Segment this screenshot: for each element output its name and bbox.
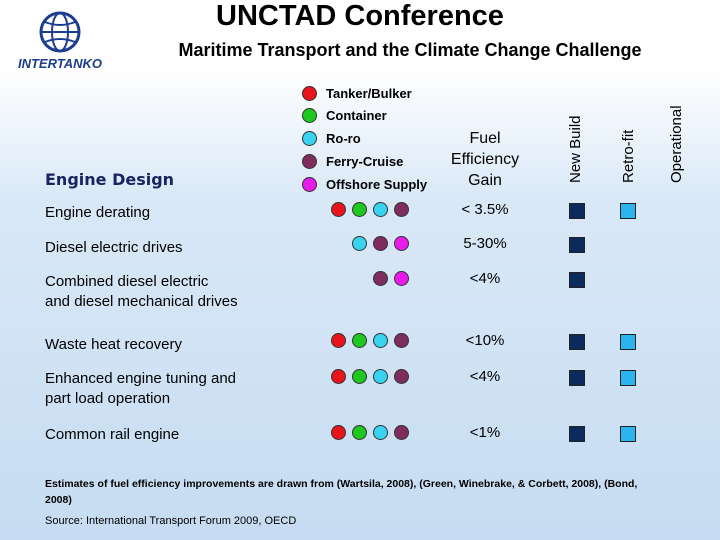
retro-fit-marker <box>620 370 636 386</box>
fuel-gain-value: <10% <box>465 332 505 349</box>
ship-type-dot-icon <box>352 236 367 251</box>
new-build-marker <box>569 426 585 442</box>
page-title: UNCTAD Conference <box>216 0 504 32</box>
legend-dot-icon <box>302 130 317 146</box>
page-subtitle: Maritime Transport and the Climate Chang… <box>178 40 642 60</box>
fuel-gain-value: <4% <box>469 368 501 385</box>
gain-header-line-3: Gain <box>468 172 502 189</box>
row-label-line: Enhanced engine tuning and <box>45 370 237 387</box>
row-label: Common rail engine <box>45 425 179 445</box>
new-build-marker <box>569 334 585 350</box>
legend-label: Container <box>326 107 387 123</box>
ship-type-dots <box>331 425 415 441</box>
ship-type-dot-icon <box>394 425 409 440</box>
legend-label: Ferry-Cruise <box>326 153 404 169</box>
legend-item: Container <box>302 106 387 124</box>
row-label: Enhanced engine tuning and part load oper… <box>45 369 236 409</box>
section-title: Engine Design <box>45 170 175 189</box>
legend-item: Ro-ro <box>302 129 361 147</box>
fuel-efficiency-gain-header: Fuel Efficiency Gain <box>420 128 550 191</box>
new-build-marker <box>569 272 585 288</box>
column-header-new-build: New Build <box>567 115 584 183</box>
legend-label: Ro-ro <box>326 130 361 146</box>
ship-type-dot-icon <box>394 333 409 348</box>
ship-type-dot-icon <box>352 369 367 384</box>
column-header-retro-fit: Retro-fit <box>620 129 637 183</box>
legend-dot-icon <box>302 153 317 169</box>
globe-icon: INTERTANKO <box>18 11 102 71</box>
row-label-line: Waste heat recovery <box>45 336 182 353</box>
ship-type-dot-icon <box>373 236 388 251</box>
row-label-line: and diesel mechanical drives <box>45 293 238 310</box>
ship-type-dot-icon <box>352 425 367 440</box>
row-label: Combined diesel electric and diesel mecha… <box>45 272 238 312</box>
retro-fit-marker <box>620 203 636 219</box>
intertanko-logo: INTERTANKO <box>10 8 110 74</box>
row-label-line: part load operation <box>45 390 171 407</box>
ship-type-dot-icon <box>331 425 346 440</box>
fuel-gain-value: <1% <box>469 424 501 441</box>
ship-type-dots <box>373 271 415 287</box>
legend-dot-icon <box>302 176 317 192</box>
ship-type-dot-icon <box>373 425 388 440</box>
retro-fit-marker <box>620 426 636 442</box>
legend-dot-icon <box>302 107 317 123</box>
ship-type-dots <box>331 333 415 349</box>
row-label: Diesel electric drives <box>45 238 183 258</box>
ship-type-dots <box>352 236 415 252</box>
ship-type-dot-icon <box>373 333 388 348</box>
ship-type-dots <box>331 369 415 385</box>
ship-type-dot-icon <box>331 333 346 348</box>
ship-type-dot-icon <box>394 369 409 384</box>
legend-dot-icon <box>302 85 317 101</box>
legend-label: Offshore Supply <box>326 176 428 192</box>
ship-type-dot-icon <box>373 369 388 384</box>
row-label-line: Combined diesel electric <box>45 273 209 290</box>
ship-type-dot-icon <box>394 271 409 286</box>
row-label: Engine derating <box>45 203 150 223</box>
logo-wordmark: INTERTANKO <box>18 56 102 71</box>
fuel-gain-value: <4% <box>469 270 501 287</box>
legend-item: Tanker/Bulker <box>302 84 412 102</box>
row-label-line: Common rail engine <box>45 426 180 443</box>
ship-type-dot-icon <box>352 333 367 348</box>
source-note: Source: International Transport Forum 20… <box>45 515 297 527</box>
legend-item: Offshore Supply <box>302 175 427 193</box>
ship-type-dot-icon <box>331 202 346 217</box>
gain-header-line-1: Fuel <box>469 130 501 147</box>
fuel-gain-value: < 3.5% <box>461 201 509 218</box>
legend-item: Ferry-Cruise <box>302 152 403 170</box>
new-build-marker <box>569 203 585 219</box>
ship-type-dot-icon <box>373 271 388 286</box>
row-label-line: Diesel electric drives <box>45 239 183 256</box>
retro-fit-marker <box>620 334 636 350</box>
ship-type-dots <box>331 202 415 218</box>
new-build-marker <box>569 370 585 386</box>
ship-type-dot-icon <box>352 202 367 217</box>
ship-type-dot-icon <box>394 202 409 217</box>
ship-type-dot-icon <box>331 369 346 384</box>
gain-header-line-2: Efficiency <box>450 151 520 168</box>
footnote: Estimates of fuel efficiency improvement… <box>45 478 638 506</box>
ship-type-dot-icon <box>373 202 388 217</box>
ship-type-dot-icon <box>394 236 409 251</box>
fuel-gain-value: 5-30% <box>463 235 507 252</box>
row-label: Waste heat recovery <box>45 335 182 355</box>
row-label-line: Engine derating <box>45 204 151 221</box>
legend-label: Tanker/Bulker <box>326 85 412 101</box>
new-build-marker <box>569 237 585 253</box>
column-header-operational: Operational <box>668 105 685 183</box>
